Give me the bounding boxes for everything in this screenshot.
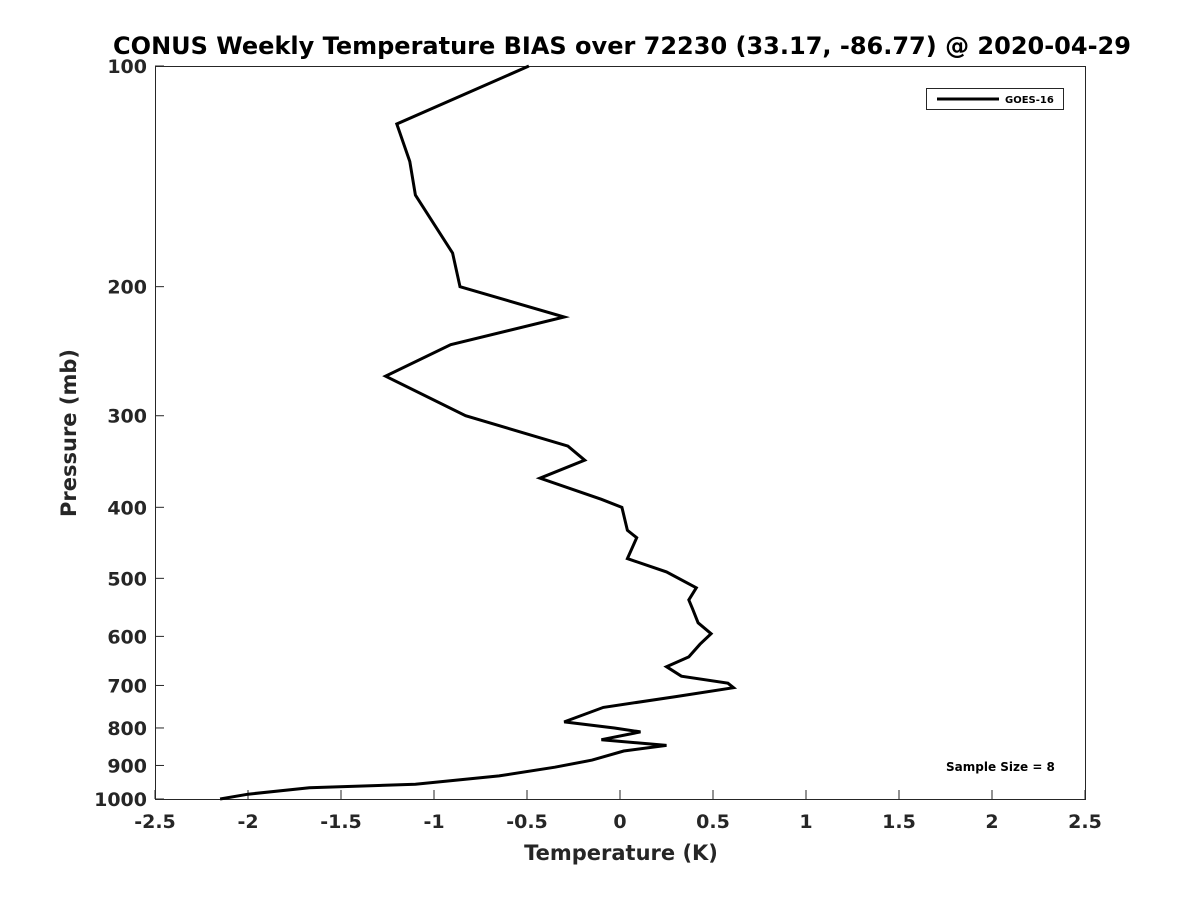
- x-tick-label: 0.5: [696, 811, 730, 833]
- y-tick-label: 600: [107, 626, 147, 648]
- sample-size-annotation: Sample Size = 8: [946, 760, 1055, 774]
- y-axis-ticks: 100 200 300 400 500 600 700 800 900 1000: [94, 56, 164, 811]
- x-tick-label: -1: [423, 811, 444, 833]
- legend: GOES-16: [926, 88, 1064, 110]
- x-tick-label: 2.5: [1068, 811, 1102, 833]
- series-line-goes-16: [219, 64, 738, 801]
- series-layer: [219, 64, 738, 801]
- x-tick-label: 1: [799, 811, 812, 833]
- y-tick-label: 1000: [94, 789, 147, 811]
- y-tick-label: 500: [107, 568, 147, 590]
- x-tick-label: -1.5: [320, 811, 362, 833]
- x-tick-label: -0.5: [506, 811, 548, 833]
- y-tick-label: 800: [107, 718, 147, 740]
- x-tick-label: -2.5: [134, 811, 176, 833]
- legend-label-goes-16: GOES-16: [1005, 95, 1054, 106]
- y-tick-label: 900: [107, 755, 147, 777]
- x-axis-ticks: -2.5 -2 -1.5 -1 -0.5 0 0.5 1 1.5 2 2.5: [134, 790, 1102, 833]
- x-tick-label: 1.5: [882, 811, 916, 833]
- x-axis-label: Temperature (K): [524, 841, 718, 865]
- y-tick-label: 400: [107, 497, 147, 519]
- y-tick-label: 700: [107, 675, 147, 697]
- chart-title: CONUS Weekly Temperature BIAS over 72230…: [113, 32, 1131, 60]
- x-tick-label: 0: [613, 811, 626, 833]
- x-tick-label: 2: [985, 811, 998, 833]
- y-tick-label: 100: [107, 56, 147, 78]
- plot-frame: [155, 66, 1086, 800]
- x-tick-label: -2: [237, 811, 258, 833]
- y-tick-label: 300: [107, 406, 147, 428]
- y-axis-label: Pressure (mb): [57, 349, 81, 517]
- y-tick-label: 200: [107, 277, 147, 299]
